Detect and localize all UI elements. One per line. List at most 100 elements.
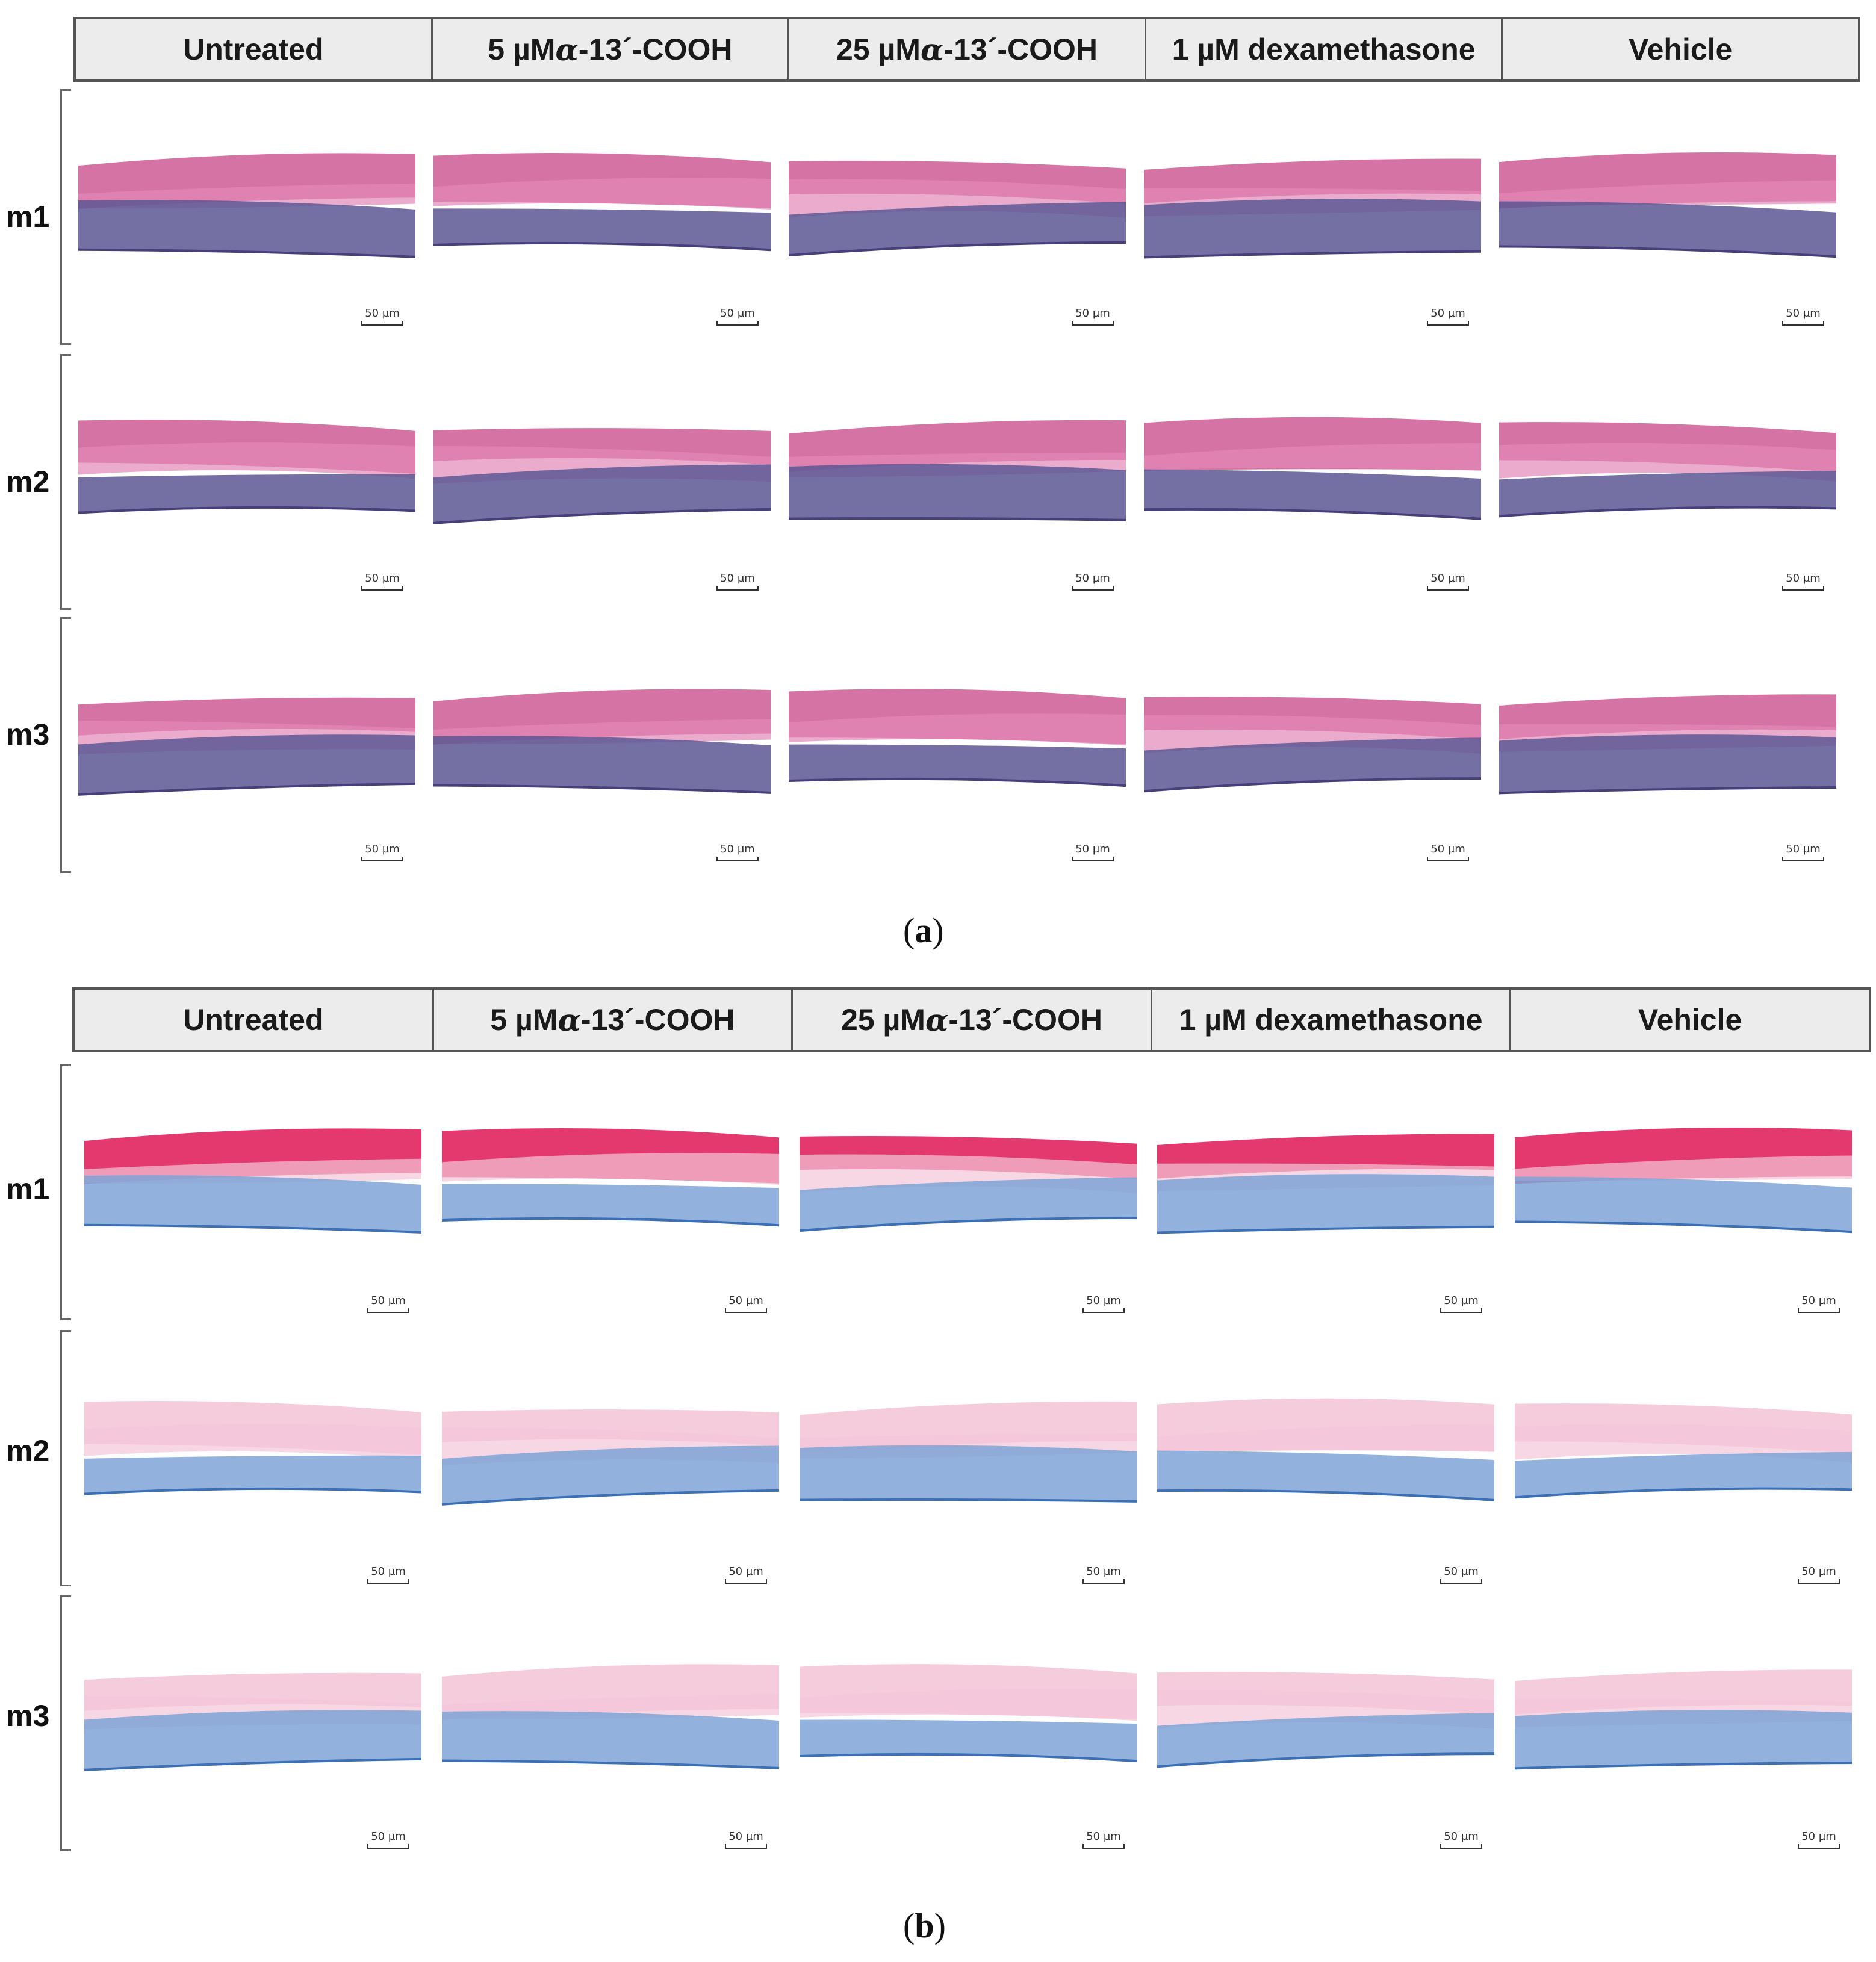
tissue-image (1143, 417, 1482, 520)
scale-bar: 50 µm (1440, 1565, 1482, 1584)
tissue-section-b-m3-col3 (799, 1656, 1137, 1776)
scale-bar-line (1427, 321, 1469, 326)
panel-b-header-vehicle: Vehicle (1638, 1003, 1742, 1037)
scale-bar: 50 µm (716, 843, 759, 861)
tissue-image (1499, 152, 1837, 258)
scale-bar-label: 50 µm (720, 843, 755, 855)
tissue-image (433, 428, 771, 524)
scale-bar-label: 50 µm (1444, 1565, 1479, 1578)
scale-bar-label: 50 µm (1444, 1830, 1479, 1843)
scale-bar-label: 50 µm (1075, 572, 1110, 585)
scale-bar: 50 µm (1798, 1830, 1840, 1849)
panel-a-bracket-m2 (60, 354, 71, 610)
tissue-image (78, 153, 416, 258)
panel-b-bracket-m3 (60, 1595, 71, 1851)
scale-bar-label: 50 µm (365, 843, 400, 855)
tissue-section-b-m1-col2 (441, 1120, 780, 1240)
scale-bar-line (725, 1579, 767, 1584)
scale-bar: 50 µm (1427, 307, 1469, 326)
panel-b-row-label-m1: m1 (6, 1172, 50, 1206)
tissue-section-b-m1-col3 (799, 1120, 1137, 1240)
scale-bar-line (1782, 857, 1824, 861)
tissue-section-a-m2-col4 (1143, 409, 1482, 530)
tissue-section-a-m2-col1 (78, 409, 416, 530)
scale-bar: 50 µm (361, 307, 403, 326)
tissue-section-a-m1-col3 (788, 144, 1126, 265)
scale-bar: 50 µm (1427, 843, 1469, 861)
scale-bar-line (1427, 857, 1469, 861)
basal-layer (442, 1184, 779, 1226)
scale-bar: 50 µm (361, 843, 403, 861)
scale-bar-line (1082, 1579, 1125, 1584)
tissue-image (1143, 697, 1482, 793)
basal-layer (433, 464, 771, 523)
granular-layer (1144, 443, 1481, 471)
basement-membrane-line (799, 1752, 1137, 1763)
scale-bar-line (725, 1308, 767, 1313)
basement-membrane-line (78, 506, 416, 514)
scale-bar: 50 µm (1082, 1565, 1125, 1584)
scale-bar-line (1798, 1579, 1840, 1584)
tissue-image (788, 420, 1126, 521)
basement-membrane-line (1157, 1225, 1495, 1234)
basal-layer (433, 736, 771, 793)
basement-membrane-line (788, 517, 1126, 521)
scale-bar-label: 50 µm (371, 1565, 406, 1578)
panel-b: Untreated 5 µM α -13´-COOH 25 µM α -13´-CO… (0, 975, 1876, 1962)
basement-membrane-line (1143, 777, 1482, 793)
tissue-section-b-m3-col4 (1157, 1656, 1495, 1776)
scale-bar-label: 50 µm (720, 307, 755, 320)
basal-layer (1157, 1450, 1494, 1500)
basement-membrane-line (441, 1217, 780, 1227)
tissue-image (1499, 694, 1837, 795)
scale-bar: 50 µm (1072, 843, 1114, 861)
granular-layer (84, 1424, 421, 1461)
tissue-image (799, 1135, 1137, 1232)
basement-membrane-line (788, 777, 1126, 787)
scale-bar: 50 µm (716, 572, 759, 591)
scale-bar: 50 µm (1782, 572, 1824, 591)
tissue-section-b-m3-col1 (84, 1656, 422, 1776)
panel-a: Untreated 5 µM α -13´-COOH 25 µM α -13´-CO… (0, 0, 1876, 975)
basement-membrane-line (433, 784, 771, 794)
panel-b-row-label-m2: m2 (6, 1434, 50, 1468)
scale-bar-label: 50 µm (720, 572, 755, 585)
panel-b-caption: (b) (903, 1906, 946, 1945)
scale-bar-line (367, 1844, 409, 1849)
tissue-section-b-m1-col4 (1157, 1120, 1495, 1240)
basal-layer (800, 1177, 1137, 1231)
basal-layer (433, 208, 771, 250)
tissue-section-a-m2-col5 (1499, 409, 1837, 530)
scale-bar: 50 µm (1440, 1830, 1482, 1849)
basement-membrane-line (1499, 506, 1837, 518)
scale-bar-label: 50 µm (1075, 843, 1110, 855)
tissue-section-b-m3-col2 (441, 1656, 780, 1776)
basement-membrane-line (1143, 508, 1482, 520)
scale-bar: 50 µm (725, 1294, 767, 1313)
scale-bar: 50 µm (1782, 307, 1824, 326)
scale-bar-line (1440, 1308, 1482, 1313)
tissue-image (1157, 1134, 1495, 1234)
basal-layer (1157, 1713, 1494, 1767)
scale-bar-line (716, 857, 759, 861)
panel-b-bracket-m1 (60, 1064, 71, 1320)
tissue-section-b-m2-col2 (441, 1391, 780, 1511)
tissue-image (788, 689, 1126, 787)
scale-bar-line (1440, 1844, 1482, 1849)
basement-membrane-line (788, 241, 1126, 257)
tissue-image (1514, 1403, 1853, 1499)
scale-bar-line (725, 1844, 767, 1849)
panel-a-header-dexamethasone: 1 µM dexamethasone (1146, 19, 1503, 79)
scale-bar: 50 µm (367, 1294, 409, 1313)
scale-bar-line (367, 1308, 409, 1313)
tissue-section-b-m3-col5 (1514, 1656, 1853, 1776)
scale-bar-label: 50 µm (728, 1830, 763, 1843)
panel-b-header-dexamethasone: 1 µM dexamethasone (1152, 990, 1512, 1050)
basal-layer (1144, 469, 1481, 519)
scale-bar-label: 50 µm (1786, 307, 1821, 320)
scale-bar-line (1440, 1579, 1482, 1584)
basal-layer (84, 1455, 421, 1494)
tissue-section-a-m3-col4 (1143, 680, 1482, 801)
tissue-image (1514, 1669, 1853, 1770)
scale-bar-line (1782, 586, 1824, 591)
